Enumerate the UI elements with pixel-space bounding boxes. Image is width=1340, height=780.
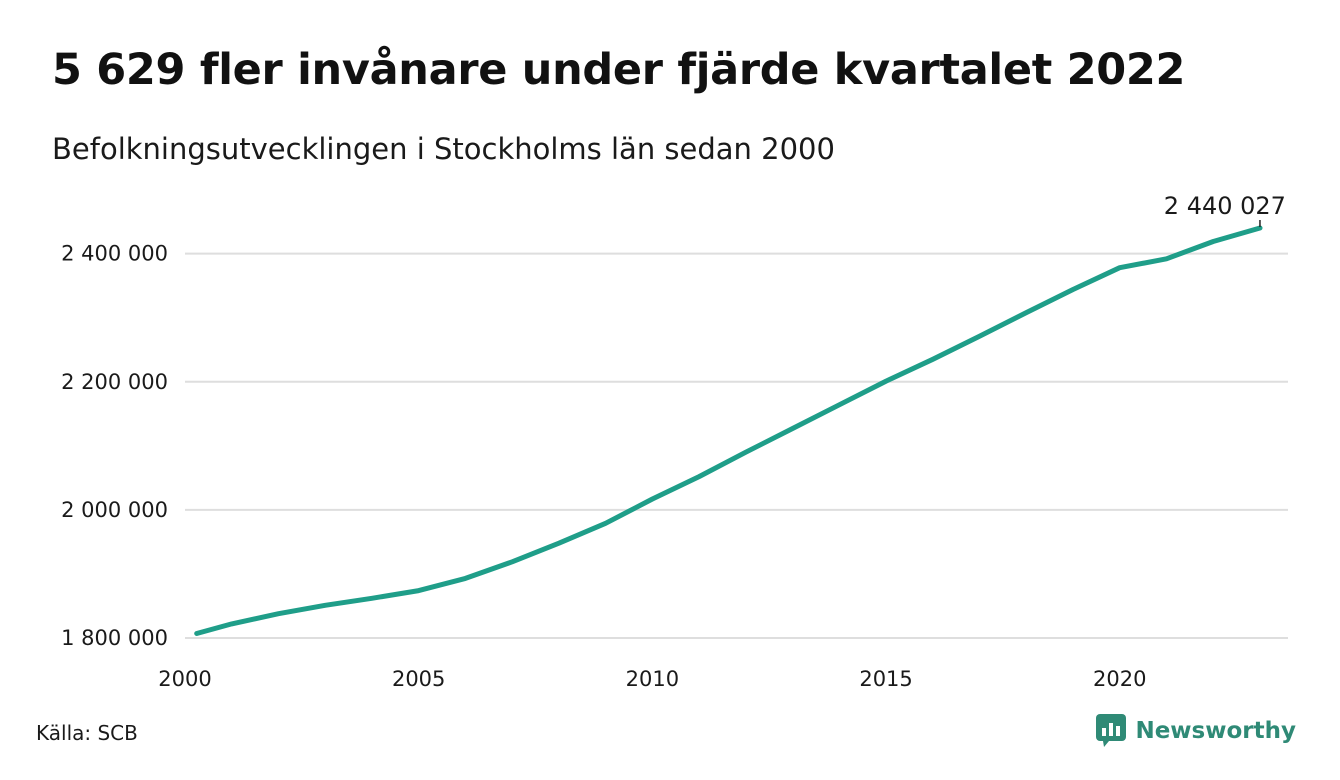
x-tick-label: 2015 — [859, 667, 912, 691]
y-tick-label: 2 400 000 — [61, 242, 168, 266]
y-tick-label: 2 000 000 — [61, 498, 168, 522]
chart-subtitle: Befolkningsutvecklingen i Stockholms län… — [52, 132, 835, 166]
y-tick-label: 2 200 000 — [61, 370, 168, 394]
x-tick-label: 2010 — [626, 667, 679, 691]
series-line — [194, 225, 1263, 636]
chart-title: 5 629 fler invånare under fjärde kvartal… — [52, 45, 1186, 95]
x-tick-label: 2020 — [1093, 667, 1146, 691]
x-tick-label: 2000 — [158, 667, 211, 691]
source-note: Källa: SCB — [36, 721, 138, 745]
y-tick-label: 1 800 000 — [61, 626, 168, 650]
end-value-label: 2 440 027 — [1164, 192, 1286, 220]
brand-name: Newsworthy — [1135, 718, 1296, 744]
brand-logo: Newsworthy — [1096, 714, 1296, 748]
x-tick-label: 2005 — [392, 667, 445, 691]
newsworthy-logo-icon — [1096, 714, 1127, 747]
